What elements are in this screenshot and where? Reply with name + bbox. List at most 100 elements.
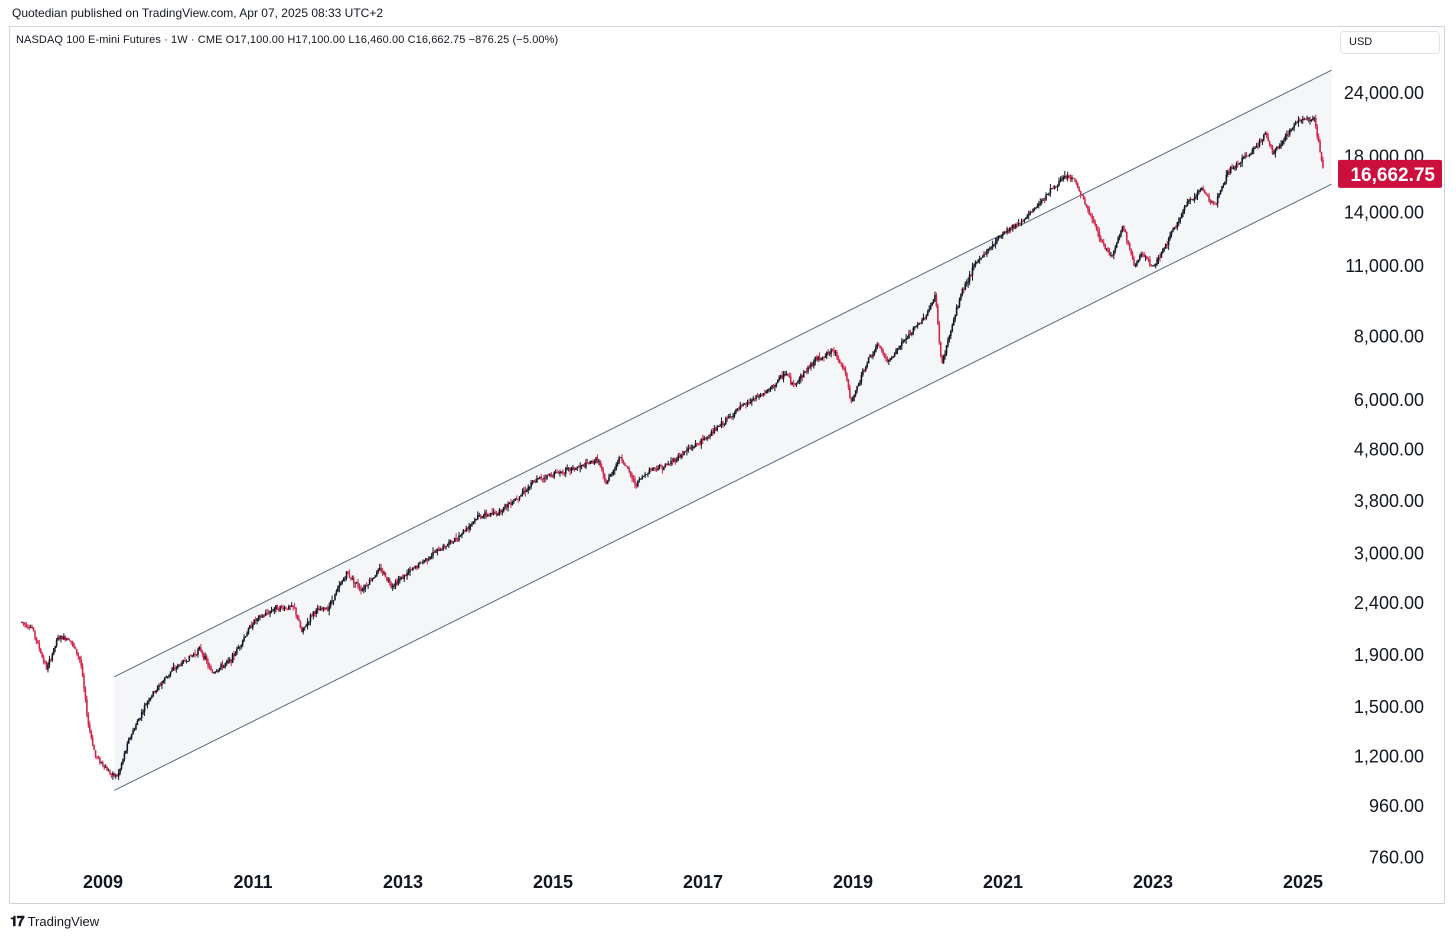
candle-body: [50, 659, 52, 661]
publish-line: Quotedian published on TradingView.com, …: [12, 6, 384, 20]
candle-body: [1216, 196, 1219, 204]
candle-body: [383, 572, 385, 574]
candle-body: [47, 664, 49, 670]
candle-body: [1149, 259, 1151, 266]
candle-body: [817, 356, 819, 360]
y-axis[interactable]: 24,000.0018,000.0014,000.0011,000.008,00…: [1344, 83, 1424, 868]
candle-body: [843, 368, 845, 370]
candle-body: [637, 480, 639, 487]
candle-body: [1286, 134, 1288, 136]
candle-body: [479, 515, 482, 518]
candle-body: [1114, 247, 1117, 252]
candle-body: [236, 648, 238, 654]
channel-upper-line[interactable]: [114, 69, 1332, 678]
candle-body: [363, 589, 365, 591]
candle-body: [1151, 265, 1154, 267]
candle-body: [867, 357, 870, 364]
candle-body: [854, 390, 857, 395]
candle-body: [1001, 233, 1004, 237]
candle-body: [815, 357, 818, 360]
candle-body: [1201, 188, 1203, 190]
candle-body: [273, 608, 276, 611]
tradingview-logo-icon: 𝟏𝟕: [10, 913, 25, 929]
candle-body: [365, 585, 368, 587]
candle-body: [893, 354, 896, 357]
candle-body: [626, 466, 629, 468]
candle-body: [537, 477, 540, 479]
candle-body: [57, 637, 59, 641]
candle-body: [28, 627, 31, 628]
candle-body: [965, 282, 968, 284]
candle-body: [612, 470, 615, 475]
candle-body: [140, 712, 143, 719]
candle-body: [821, 357, 824, 359]
candle-body: [801, 375, 804, 378]
candle-body: [1186, 201, 1189, 207]
candle-body: [438, 548, 440, 552]
candle-body: [939, 342, 942, 356]
candle-body: [853, 394, 856, 398]
candle-body: [602, 470, 605, 475]
candle-body: [1100, 238, 1102, 241]
candle-body: [889, 358, 892, 360]
x-axis[interactable]: 2009 2011 2013 2015 2017 2019 2021 2023 2025: [83, 872, 1323, 892]
candle-body: [674, 458, 677, 462]
candle-body: [658, 465, 661, 469]
candle-body: [1154, 263, 1157, 266]
candle-body: [642, 476, 645, 477]
candle-body: [789, 376, 792, 385]
candle-body: [1069, 176, 1072, 180]
candle-body: [1211, 202, 1213, 204]
candle-body: [849, 387, 851, 398]
candle-body: [716, 426, 718, 431]
candle-body: [123, 753, 126, 760]
candle-body: [393, 585, 395, 587]
candle-body: [60, 636, 62, 639]
candle-body: [413, 567, 416, 569]
candle-body: [358, 586, 361, 589]
candle-body: [410, 569, 413, 571]
currency-button[interactable]: USD: [1340, 31, 1440, 54]
candle-body: [1019, 223, 1021, 225]
candle-body: [997, 236, 1000, 239]
candle-body: [466, 528, 469, 530]
candle-body: [286, 608, 289, 610]
candle-body: [703, 437, 706, 441]
candle-body: [205, 656, 208, 662]
channel-lower-line[interactable]: [114, 183, 1332, 791]
candle-body: [303, 626, 306, 628]
candle-body: [635, 484, 638, 487]
candle-body: [899, 345, 902, 349]
candle-body: [670, 460, 672, 465]
candle-body: [1222, 184, 1225, 187]
candle-body: [567, 467, 570, 469]
candle-body: [619, 457, 622, 459]
candle-body: [660, 465, 662, 467]
tradingview-logo[interactable]: 𝟏𝟕 TradingView: [10, 913, 99, 930]
candle-body: [433, 551, 436, 553]
candle-body: [827, 351, 830, 354]
candle-body: [135, 724, 137, 730]
candle-body: [390, 583, 393, 588]
candle-body: [329, 601, 332, 607]
candle-body: [1029, 212, 1031, 215]
candle-body: [553, 472, 556, 477]
symbol-info-line[interactable]: NASDAQ 100 E-mini Futures · 1W · CME O17…: [16, 34, 559, 46]
candle-body: [26, 626, 29, 628]
candle-body: [807, 367, 809, 372]
candle-body: [143, 705, 146, 712]
candle-body: [955, 307, 958, 316]
candle-body: [1150, 265, 1153, 267]
candle-body: [1205, 193, 1207, 195]
candle-body: [606, 480, 609, 485]
x-tick-label: 2013: [383, 872, 423, 892]
candle-body: [334, 593, 336, 601]
candle-body: [1013, 224, 1016, 228]
candle-body: [961, 288, 964, 295]
candle-body: [1068, 175, 1070, 177]
candle-body: [544, 477, 547, 479]
candle-body: [808, 367, 811, 368]
candle-body: [913, 327, 916, 329]
candle-body: [1180, 213, 1183, 219]
